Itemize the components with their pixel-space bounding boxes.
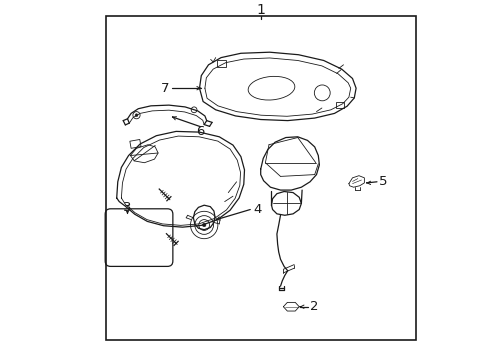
Text: 3: 3 [123,201,131,213]
Text: 5: 5 [378,175,386,188]
Text: 4: 4 [252,203,261,216]
Bar [106,16,415,340]
Bar [217,60,225,67]
Bar [336,102,344,108]
Circle shape [135,114,138,117]
Text: 1: 1 [256,3,264,17]
Text: 6: 6 [196,125,204,138]
Bar [130,139,141,148]
Text: 7: 7 [161,82,169,95]
Text: 2: 2 [310,300,318,313]
Circle shape [202,223,205,227]
